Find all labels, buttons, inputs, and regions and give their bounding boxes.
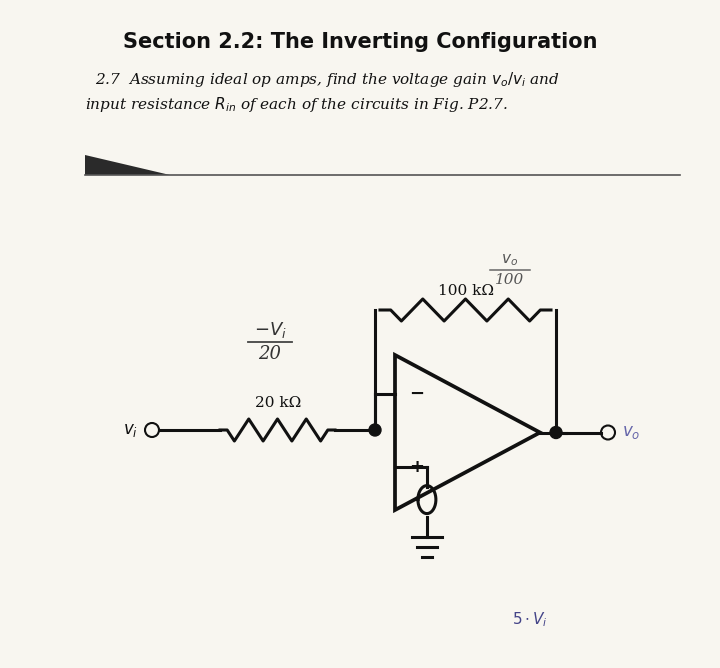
Text: 2.7  Assuming ideal op amps, find the voltage gain $v_o/v_i$ and: 2.7 Assuming ideal op amps, find the vol… <box>95 70 559 89</box>
Circle shape <box>369 424 381 436</box>
Text: input resistance $R_{in}$ of each of the circuits in Fig. P2.7.: input resistance $R_{in}$ of each of the… <box>85 95 508 114</box>
Text: 100: 100 <box>495 273 525 287</box>
Text: Section 2.2: The Inverting Configuration: Section 2.2: The Inverting Configuration <box>122 32 598 52</box>
Text: $v_i$: $v_i$ <box>123 422 138 438</box>
Circle shape <box>550 426 562 438</box>
Text: $5 \cdot V_i$: $5 \cdot V_i$ <box>512 610 548 629</box>
Text: +: + <box>409 458 424 476</box>
Text: $-V_i$: $-V_i$ <box>253 320 287 340</box>
Text: $v_o$: $v_o$ <box>501 253 518 268</box>
Polygon shape <box>85 155 170 175</box>
Text: 100 kΩ: 100 kΩ <box>438 284 493 298</box>
Text: 20 kΩ: 20 kΩ <box>255 396 301 410</box>
Text: 20: 20 <box>258 345 282 363</box>
Text: −: − <box>409 385 424 403</box>
Text: $v_o$: $v_o$ <box>622 424 640 441</box>
